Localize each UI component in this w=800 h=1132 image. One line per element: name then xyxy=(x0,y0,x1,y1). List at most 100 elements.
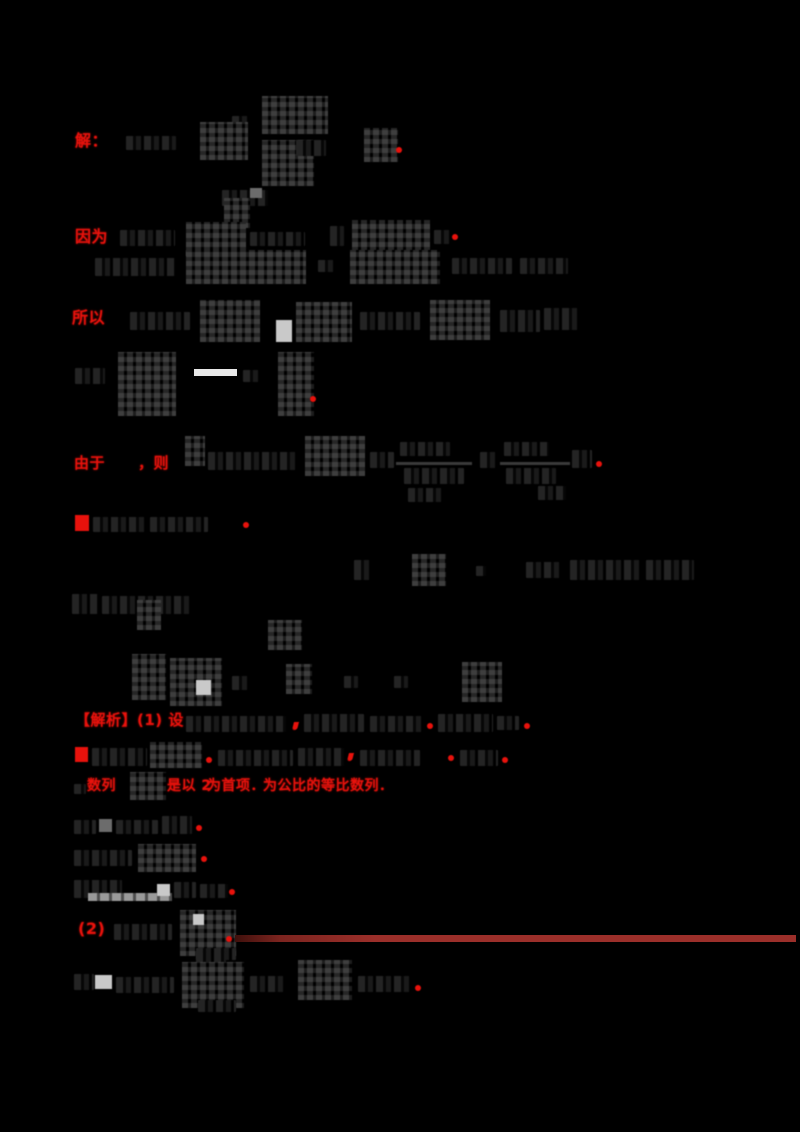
illegible-fraction-stack xyxy=(305,436,365,476)
red-period-dot xyxy=(448,755,454,761)
red-period-dot xyxy=(196,825,202,831)
illegible-text-run xyxy=(370,716,422,732)
red-period-dot xyxy=(415,985,421,991)
illegible-fraction-stack xyxy=(138,844,196,872)
illegible-text-run xyxy=(296,140,326,156)
red-period-dot xyxy=(502,757,508,763)
illegible-text-run xyxy=(354,560,372,580)
illegible-fraction-stack xyxy=(200,122,248,160)
red-period-dot xyxy=(226,936,232,942)
illegible-text-run xyxy=(394,676,408,688)
illegible-text-run xyxy=(208,452,298,470)
illegible-fraction-stack xyxy=(296,302,352,342)
gray-glyph-patch xyxy=(250,188,262,198)
illegible-text-run xyxy=(93,517,145,532)
illegible-text-run xyxy=(114,924,172,940)
first-term-annotation: 为首项． xyxy=(207,778,265,794)
light-text-run xyxy=(88,893,172,901)
illegible-text-run xyxy=(544,308,578,330)
illegible-text-run xyxy=(74,850,132,866)
red-square-bullet xyxy=(75,747,88,762)
illegible-fraction-stack xyxy=(130,772,166,800)
illegible-text-run xyxy=(330,226,344,246)
illegible-text-run xyxy=(358,976,410,992)
illegible-fraction-stack xyxy=(350,250,440,284)
illegible-text-run xyxy=(298,748,344,766)
illegible-fraction-stack xyxy=(412,554,446,586)
bright-glyph-patch xyxy=(196,680,211,695)
illegible-text-run xyxy=(460,750,498,766)
illegible-text-run xyxy=(438,714,493,732)
red-period-dot xyxy=(524,723,530,729)
illegible-text-run xyxy=(520,258,568,274)
illegible-text-run xyxy=(174,882,196,898)
illegible-fraction-stack xyxy=(462,662,502,702)
analysis-annotation: 【解析】(1) 设 xyxy=(75,711,184,729)
is-with-annotation: 是以 2 xyxy=(167,778,212,794)
red-period-dot xyxy=(396,147,402,153)
illegible-text-run xyxy=(130,312,190,330)
part2-annotation: (2) xyxy=(78,919,106,938)
because-annotation: 因为 xyxy=(75,227,109,246)
illegible-text-run xyxy=(476,566,486,576)
common-ratio-annotation: 为公比的等比数列． xyxy=(263,778,394,794)
gray-glyph-patch xyxy=(99,819,112,832)
illegible-text-run xyxy=(92,748,147,766)
bright-glyph-patch xyxy=(276,320,292,342)
illegible-fraction-stack xyxy=(286,664,312,694)
illegible-text-run xyxy=(526,562,562,578)
illegible-fraction-stack xyxy=(186,250,306,284)
solve-annotation: 解： xyxy=(75,131,109,150)
illegible-text-run xyxy=(500,310,540,332)
red-period-dot xyxy=(206,757,212,763)
illegible-fraction-stack xyxy=(262,96,328,134)
illegible-text-run xyxy=(72,594,98,614)
illegible-text-run xyxy=(126,136,176,150)
illegible-text-run xyxy=(572,450,592,468)
red-period-dot xyxy=(310,396,316,402)
illegible-text-run xyxy=(116,977,174,993)
bright-glyph-patch xyxy=(95,975,112,989)
illegible-text-run xyxy=(497,716,519,730)
bright-glyph-patch xyxy=(157,884,170,896)
illegible-text-run xyxy=(120,230,175,246)
red-comma-mark xyxy=(292,722,299,730)
illegible-text-run xyxy=(400,442,450,456)
sequence-annotation: 数列 xyxy=(87,778,116,794)
red-period-dot xyxy=(427,723,433,729)
illegible-text-run xyxy=(504,442,549,456)
illegible-text-run xyxy=(408,488,442,502)
since-annotation: 由于 xyxy=(74,454,106,472)
illegible-fraction-stack xyxy=(278,352,314,416)
illegible-text-run xyxy=(196,952,226,964)
illegible-fraction-stack xyxy=(364,128,398,162)
illegible-fraction-stack xyxy=(200,300,260,342)
illegible-text-run xyxy=(162,816,192,834)
illegible-text-run xyxy=(434,230,452,244)
illegible-text-run xyxy=(243,370,261,382)
highlight-fraction-bar xyxy=(194,369,237,376)
illegible-text-run xyxy=(198,1000,236,1012)
fraction-bar xyxy=(500,462,570,465)
illegible-fraction-stack xyxy=(185,436,205,466)
illegible-text-run xyxy=(74,974,94,990)
illegible-text-run xyxy=(370,452,394,468)
illegible-fraction-stack xyxy=(150,742,202,768)
illegible-fraction-stack xyxy=(268,620,302,650)
illegible-text-run xyxy=(304,714,364,732)
illegible-text-run xyxy=(646,560,694,580)
illegible-text-run xyxy=(250,232,305,246)
illegible-fraction-stack xyxy=(132,654,166,700)
illegible-text-run xyxy=(404,468,464,484)
illegible-text-run xyxy=(538,486,566,500)
illegible-fraction-stack xyxy=(118,352,176,416)
illegible-text-run xyxy=(360,312,420,330)
illegible-text-run xyxy=(74,784,86,794)
red-period-dot xyxy=(201,856,207,862)
illegible-text-run xyxy=(250,976,286,992)
illegible-text-run xyxy=(200,884,228,898)
therefore-annotation: 所以 xyxy=(72,308,106,327)
illegible-text-run xyxy=(570,560,640,580)
illegible-fraction-stack xyxy=(430,300,490,340)
